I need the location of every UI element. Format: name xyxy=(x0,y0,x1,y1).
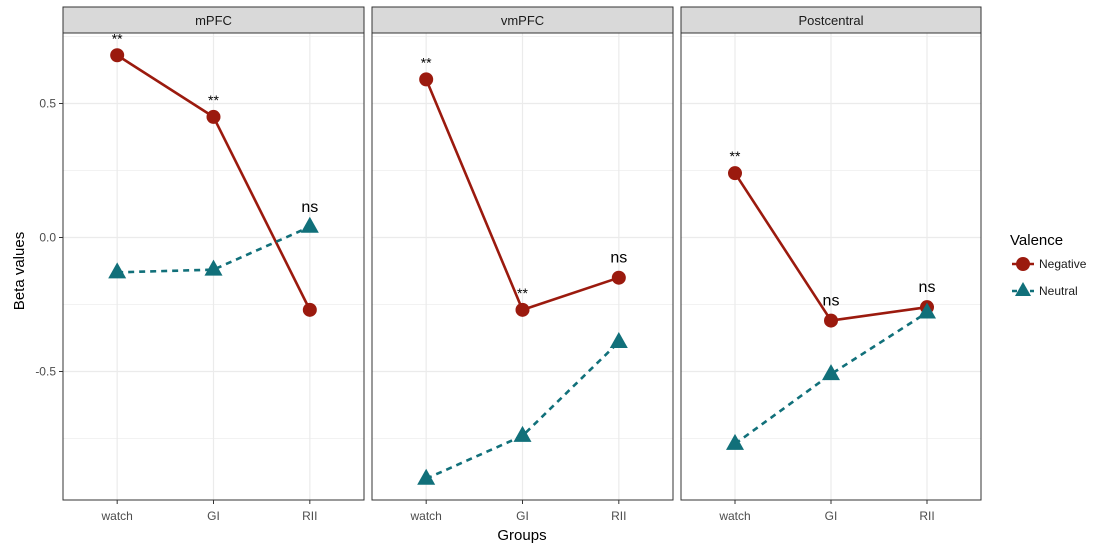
data-point-neutral xyxy=(609,332,628,349)
legend: Valence Negative Neutral xyxy=(1010,232,1087,298)
series-line-neutral xyxy=(117,225,311,274)
y-tick-label: 0.5 xyxy=(39,97,56,111)
significance-label: ns xyxy=(919,279,936,296)
x-tick-label: GI xyxy=(207,509,220,523)
panel-title: vmPFC xyxy=(501,13,544,28)
significance-label: ns xyxy=(823,293,840,310)
significance-label: ** xyxy=(112,30,123,46)
panel-title: mPFC xyxy=(195,13,232,28)
series-line-neutral xyxy=(425,341,620,480)
panel-strip xyxy=(680,6,982,34)
data-point-negative xyxy=(206,109,221,124)
legend-label: Negative xyxy=(1039,257,1087,271)
legend-entry-negative: Negative xyxy=(1012,257,1087,271)
data-point-neutral xyxy=(918,302,936,319)
legend-key-triangle xyxy=(1015,282,1031,296)
significance-label: ** xyxy=(517,285,528,301)
panels: mPFC ** ** ns watch GI RII vmPFC ** ** ns watch GI RI… xyxy=(62,6,982,523)
x-axis-title: Groups xyxy=(497,527,546,544)
significance-label: ** xyxy=(421,54,432,70)
panel-strip xyxy=(62,6,365,34)
y-tick-label: 0.0 xyxy=(39,231,56,245)
data-point-negative xyxy=(515,302,530,317)
y-tick-label: -0.5 xyxy=(35,365,56,379)
data-point-negative xyxy=(611,270,626,285)
panel-vmpfc: vmPFC ** ** ns watch GI RII xyxy=(371,6,674,523)
x-tick-label: RII xyxy=(919,509,934,523)
y-axis-title: Beta values xyxy=(11,232,28,310)
data-point-neutral xyxy=(204,259,223,276)
data-point-negative xyxy=(419,72,434,87)
panel-strip xyxy=(371,6,674,34)
data-point-negative xyxy=(728,166,742,181)
x-tick-label: GI xyxy=(516,509,529,523)
legend-label: Neutral xyxy=(1039,284,1078,298)
x-tick-label: RII xyxy=(611,509,626,523)
data-point-neutral xyxy=(108,262,127,279)
series-neutral xyxy=(726,302,936,450)
series-negative xyxy=(110,48,317,317)
significance-label: ** xyxy=(208,92,219,108)
data-point-neutral xyxy=(822,364,840,381)
legend-entry-neutral: Neutral xyxy=(1012,282,1078,298)
data-point-negative xyxy=(110,48,125,63)
data-point-negative xyxy=(302,302,317,317)
series-neutral xyxy=(417,332,628,485)
series-negative xyxy=(419,72,626,317)
legend-key-circle xyxy=(1016,257,1030,271)
x-tick-label: watch xyxy=(718,509,750,523)
panel-postcentral: Postcentral ** ns ns watch GI RII xyxy=(680,6,982,523)
x-tick-label: GI xyxy=(825,509,838,523)
x-tick-label: watch xyxy=(101,509,133,523)
panel-mpfc: mPFC ** ** ns watch GI RII xyxy=(62,6,365,523)
data-point-neutral xyxy=(726,433,744,450)
legend-title: Valence xyxy=(1010,232,1063,249)
panel-title: Postcentral xyxy=(798,13,863,28)
series-neutral xyxy=(108,216,319,279)
significance-label: ns xyxy=(301,199,318,216)
data-point-neutral xyxy=(417,468,436,485)
x-tick-label: RII xyxy=(302,509,317,523)
significance-label: ns xyxy=(610,250,627,267)
x-tick-label: watch xyxy=(410,509,442,523)
significance-label: ** xyxy=(730,148,741,164)
data-point-neutral xyxy=(513,425,532,442)
data-point-negative xyxy=(824,313,838,328)
data-point-neutral xyxy=(300,216,319,233)
y-axis: 0.5 0.0 -0.5 xyxy=(35,97,63,379)
